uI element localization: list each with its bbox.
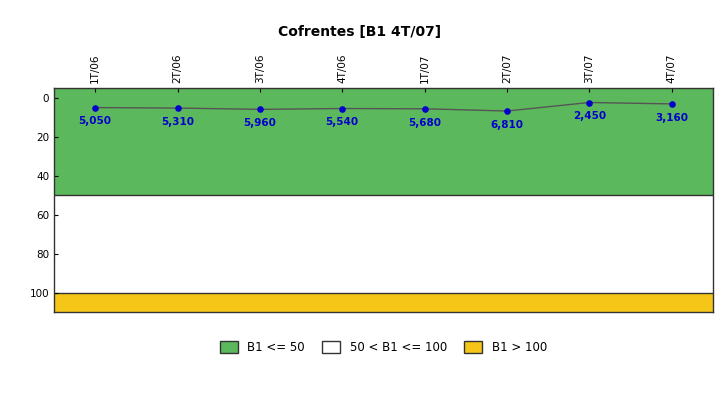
- Point: [583, 99, 595, 106]
- Point: [419, 106, 431, 112]
- Point: [89, 104, 101, 111]
- Text: 5,310: 5,310: [161, 117, 194, 127]
- Bar: [54, 292, 713, 322]
- Text: 5,050: 5,050: [78, 116, 112, 126]
- Point: [666, 101, 678, 107]
- Text: 5,960: 5,960: [243, 118, 276, 128]
- Text: 5,680: 5,680: [408, 118, 441, 128]
- Point: [336, 105, 348, 112]
- Bar: [54, 88, 713, 195]
- Text: 6,810: 6,810: [490, 120, 523, 130]
- Text: Cofrentes [B1 4T/07]: Cofrentes [B1 4T/07]: [279, 25, 441, 39]
- Legend: B1 <= 50, 50 < B1 <= 100, B1 > 100: B1 <= 50, 50 < B1 <= 100, B1 > 100: [215, 336, 552, 358]
- Point: [254, 106, 266, 112]
- Point: [501, 108, 513, 114]
- Bar: [54, 195, 713, 292]
- Text: 5,540: 5,540: [325, 117, 359, 127]
- Point: [172, 105, 184, 111]
- Text: 3,160: 3,160: [655, 113, 688, 123]
- Text: 2,450: 2,450: [572, 111, 606, 121]
